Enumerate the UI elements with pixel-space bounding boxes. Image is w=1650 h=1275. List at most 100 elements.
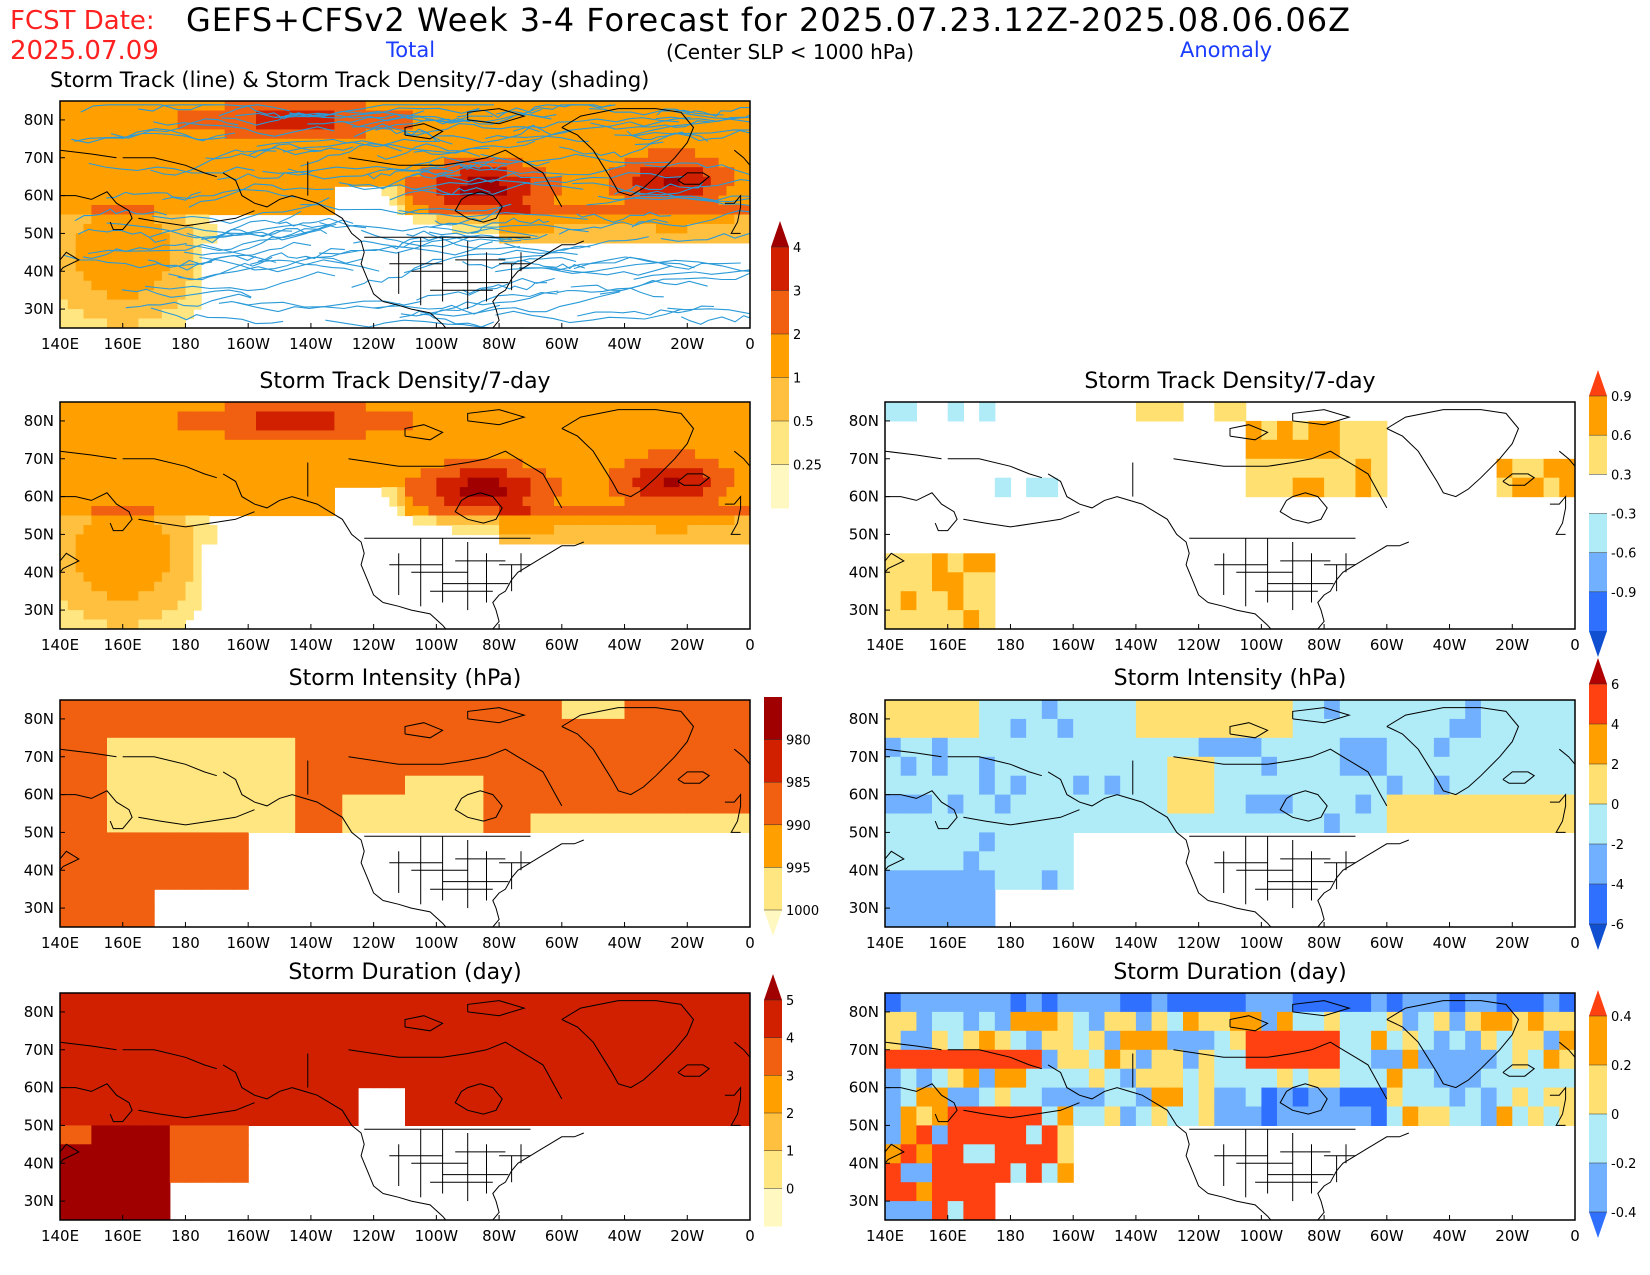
colorbar-tick-label: 0 xyxy=(1611,798,1619,813)
colorbar-intensity_anom: 6 4 2 0 -2 -4 -6 xyxy=(1589,658,1624,950)
lon-tick-label: 20W xyxy=(670,335,704,353)
colorbar-swatch xyxy=(1589,1016,1607,1066)
map-panel-intensity_total: 140E 160E 180 160W 140W 120W 100W 80W 60W 40W 20W 0… xyxy=(24,699,755,952)
colorbar-swatch xyxy=(1589,1114,1607,1164)
colorbar-swatch xyxy=(1589,804,1607,845)
lat-tick-label: 70N xyxy=(849,450,879,468)
colorbar-swatch xyxy=(764,1188,782,1227)
lon-tick-label: 140W xyxy=(1114,934,1158,952)
lon-tick-label: 180 xyxy=(996,1227,1025,1245)
lon-tick-label: 20W xyxy=(670,1227,704,1245)
lon-tick-label: 160W xyxy=(1051,636,1095,654)
map-frame xyxy=(884,992,1576,1221)
fcst-date-value: 2025.07.09 xyxy=(10,36,159,66)
intensity-anomaly-title: Storm Intensity (hPa) xyxy=(1113,666,1347,691)
lat-tick-label: 40N xyxy=(849,1154,879,1172)
colorbar-swatch xyxy=(1589,435,1607,475)
density-anomaly-title: Storm Track Density/7-day xyxy=(1084,369,1376,394)
colorbar-tick-label: -0.4 xyxy=(1611,1206,1636,1221)
colorbar-arrow-bottom xyxy=(1589,924,1607,950)
lon-tick-label: 100W xyxy=(1240,1227,1284,1245)
colorbar-tick-label: 995 xyxy=(786,861,811,876)
duration-total-title: Storm Duration (day) xyxy=(288,960,522,985)
lat-tick-label: 30N xyxy=(849,1192,879,1210)
lat-tick-label: 60N xyxy=(849,786,879,804)
lat-tick-label: 80N xyxy=(849,1003,879,1021)
coastlines xyxy=(60,409,750,629)
map-frame xyxy=(59,992,751,1221)
lat-tick-label: 30N xyxy=(24,300,54,318)
lon-tick-label: 80W xyxy=(482,335,516,353)
lon-tick-label: 120W xyxy=(352,335,396,353)
density-total-title: Storm Track Density/7-day xyxy=(259,369,551,394)
map-frame xyxy=(884,699,1576,928)
colorbar-tick-label: -0.6 xyxy=(1611,547,1636,562)
total-column-label: Total xyxy=(386,38,436,62)
colorbar-arrow-top xyxy=(771,221,789,247)
lat-tick-label: 80N xyxy=(24,111,54,129)
lat-tick-label: 40N xyxy=(24,1154,54,1172)
lon-tick-label: 180 xyxy=(996,636,1025,654)
colorbar-tick-label: 0.9 xyxy=(1611,390,1632,405)
lon-tick-label: 160E xyxy=(104,934,142,952)
lon-tick-label: 0 xyxy=(745,934,755,952)
colorbar-tick-label: -0.2 xyxy=(1611,1157,1636,1172)
storm-track-panel-title: Storm Track (line) & Storm Track Density… xyxy=(50,68,650,92)
storm-track-lines xyxy=(64,104,750,328)
colorbar-duration_total: 5 4 3 2 1 0 xyxy=(764,974,794,1227)
colorbar-swatch xyxy=(764,1075,782,1114)
lon-tick-label: 0 xyxy=(1570,636,1580,654)
colorbar-arrow-bottom xyxy=(1589,631,1607,657)
colorbar-swatch xyxy=(764,1113,782,1152)
shading-duration_anom xyxy=(885,993,1575,1220)
colorbar-tick-label: 2 xyxy=(793,328,801,343)
lon-tick-label: 80W xyxy=(1307,934,1341,952)
lat-tick-label: 70N xyxy=(24,450,54,468)
lon-tick-label: 40W xyxy=(608,636,642,654)
lon-tick-label: 60W xyxy=(545,335,579,353)
lon-tick-label: 80W xyxy=(1307,1227,1341,1245)
lat-tick-label: 50N xyxy=(24,823,54,841)
lat-tick-label: 70N xyxy=(849,1041,879,1059)
coastlines xyxy=(60,1000,750,1220)
lon-tick-label: 140W xyxy=(289,335,333,353)
lon-tick-label: 20W xyxy=(1495,934,1529,952)
colorbar-arrow-top xyxy=(764,974,782,1000)
lon-tick-label: 100W xyxy=(415,934,459,952)
colorbar-swatch xyxy=(764,697,782,741)
lon-tick-label: 60W xyxy=(545,636,579,654)
lon-tick-label: 40W xyxy=(608,335,642,353)
lat-tick-label: 60N xyxy=(24,488,54,506)
lon-tick-label: 120W xyxy=(352,934,396,952)
lat-tick-label: 40N xyxy=(24,861,54,879)
colorbar-density_total: 4 3 2 1 0.5 0.25 xyxy=(771,221,822,509)
lat-tick-label: 30N xyxy=(24,601,54,619)
lon-tick-label: 140E xyxy=(41,636,79,654)
lon-tick-label: 100W xyxy=(415,636,459,654)
colorbar-tick-label: 0.4 xyxy=(1611,1010,1632,1025)
map-panel-track: 140E 160E 180 160W 140W 120W 100W 80W 60W 40W 20W 0… xyxy=(24,100,755,353)
lon-tick-label: 120W xyxy=(1177,636,1221,654)
colorbar-swatch xyxy=(771,334,789,378)
lon-tick-label: 160W xyxy=(226,934,270,952)
lat-tick-label: 80N xyxy=(849,710,879,728)
colorbar-swatch xyxy=(1589,474,1607,514)
colorbar-tick-label: 2 xyxy=(786,1107,794,1122)
lat-tick-label: 80N xyxy=(849,412,879,430)
lat-tick-label: 50N xyxy=(24,224,54,242)
lon-tick-label: 140W xyxy=(289,934,333,952)
coastlines xyxy=(885,1000,1575,1220)
lat-tick-label: 30N xyxy=(849,601,879,619)
map-panel-density_anom: 140E 160E 180 160W 140W 120W 100W 80W 60W 40W 20W 0… xyxy=(849,401,1580,654)
colorbar-tick-label: 0 xyxy=(786,1182,794,1197)
colorbar-swatch xyxy=(1589,884,1607,925)
lon-tick-label: 20W xyxy=(670,636,704,654)
colorbar-tick-label: 4 xyxy=(786,1032,794,1047)
lat-tick-label: 50N xyxy=(849,525,879,543)
lon-tick-label: 0 xyxy=(745,335,755,353)
colorbar-tick-label: 4 xyxy=(793,241,801,256)
lon-tick-label: 180 xyxy=(171,636,200,654)
lat-tick-label: 60N xyxy=(24,1079,54,1097)
lat-tick-label: 50N xyxy=(849,823,879,841)
